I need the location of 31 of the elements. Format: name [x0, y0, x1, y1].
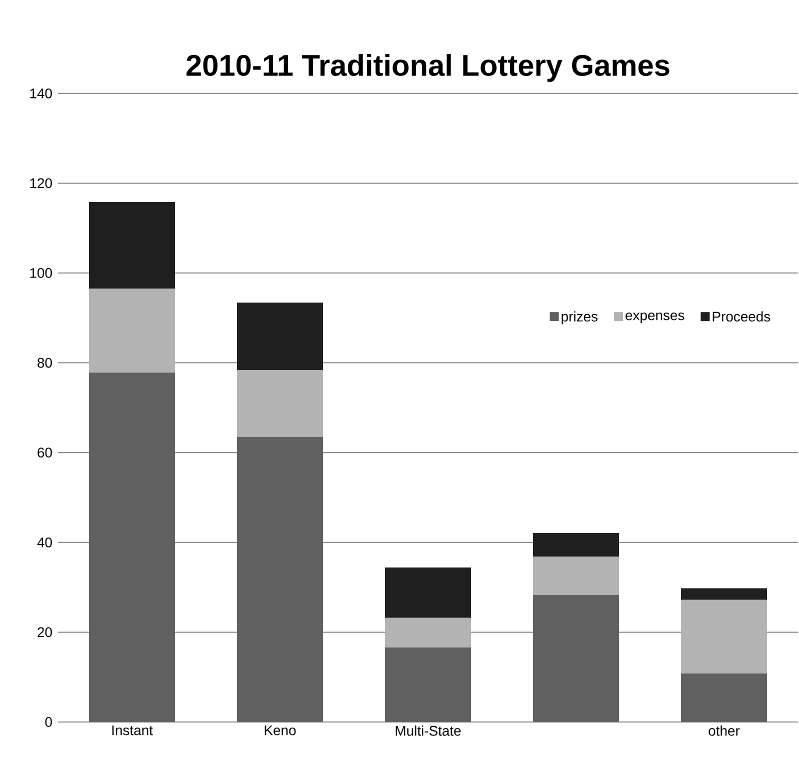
y-tick-label: 20 — [38, 627, 52, 638]
bar — [89, 202, 175, 289]
bar — [89, 288, 175, 373]
x-tick-label: Multi-State — [396, 726, 461, 736]
bar — [533, 532, 620, 557]
bar — [681, 588, 768, 600]
bar — [237, 370, 324, 437]
bar — [533, 594, 620, 722]
y-tick-label: 120 — [30, 178, 52, 188]
y-tick-label: 60 — [38, 448, 52, 458]
y-tick-label: 80 — [38, 358, 52, 368]
y-tick-label: 140 — [30, 88, 52, 98]
bar — [681, 674, 768, 722]
bar — [533, 556, 620, 595]
x-tick-label: other — [708, 726, 740, 736]
chart-title: 2010-11 Traditional Lottery Games — [186, 54, 670, 82]
legend-label: expenses — [626, 312, 684, 323]
legend-label: prizes — [562, 311, 598, 324]
y-tick-label: 40 — [37, 537, 52, 548]
bar — [385, 647, 472, 722]
bar — [237, 436, 324, 722]
bar — [385, 568, 472, 618]
x-tick-label: Keno — [264, 726, 296, 736]
y-tick-label: 0 — [45, 717, 52, 727]
bar — [681, 600, 768, 674]
y-tick-label: 100 — [30, 268, 52, 278]
x-tick-label: Instant — [112, 726, 153, 736]
bar — [237, 302, 324, 370]
bar — [385, 618, 472, 648]
bar — [89, 372, 175, 722]
legend-label: Proceeds — [712, 311, 770, 322]
